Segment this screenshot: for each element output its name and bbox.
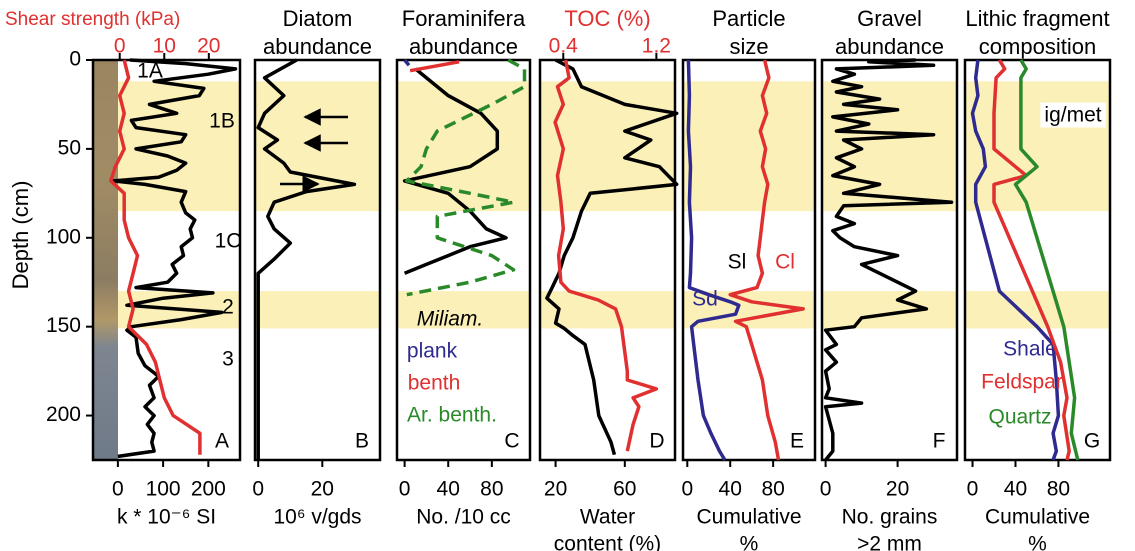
x-axis-label: 10⁶ v/gds xyxy=(273,506,361,529)
panel-title: Gravel xyxy=(857,6,922,31)
x2-axis-label: TOC (%) xyxy=(564,6,650,31)
x-tick-label: 80 xyxy=(1047,478,1070,501)
x-tick-label: 100 xyxy=(146,478,181,501)
x-tick-label: 0 xyxy=(681,478,693,501)
y-tick-label: 150 xyxy=(46,314,81,337)
x-axis-label: Cumulative xyxy=(696,506,801,529)
x-axis-label: k * 10⁻⁶ SI xyxy=(117,506,216,529)
panel-letter: F xyxy=(933,430,946,453)
x-tick-label: 80 xyxy=(761,478,784,501)
x-tick-label: 0 xyxy=(399,478,411,501)
core-image xyxy=(93,60,118,460)
panel-title: abundance xyxy=(263,34,372,59)
series-label: Feldspar xyxy=(981,371,1063,394)
x-tick-label: 20 xyxy=(311,478,334,501)
x-axis-label: No. grains xyxy=(842,506,938,529)
x-axis-label: content (%) xyxy=(554,533,661,551)
profile-line xyxy=(410,62,459,71)
x-axis-label: % xyxy=(1028,533,1047,551)
panel-title: Foraminifera xyxy=(402,6,526,31)
x-tick-label: 40 xyxy=(437,478,460,501)
shaded-interval xyxy=(683,81,815,211)
x-tick-label: 20 xyxy=(544,478,567,501)
x-tick-label: 80 xyxy=(480,478,503,501)
series-label: benth xyxy=(408,372,461,395)
x-tick-label: 0 xyxy=(252,478,264,501)
x-axis-label: Water xyxy=(580,506,635,529)
x-tick-label: 20 xyxy=(886,478,909,501)
panel-letter: C xyxy=(504,430,519,453)
x-axis-label: Cumulative xyxy=(985,506,1090,529)
series-label: Cl xyxy=(775,251,795,274)
annotation: 1A xyxy=(137,60,163,83)
y-tick-label: 200 xyxy=(46,403,81,426)
panel-title: abundance xyxy=(409,34,518,59)
annotation: 3 xyxy=(222,348,234,371)
x-axis-label: >2 mm xyxy=(857,533,922,551)
panel-title: composition xyxy=(979,34,1096,59)
x-tick-label: 60 xyxy=(613,478,636,501)
x2-tick-label: 0 xyxy=(114,35,126,58)
x-tick-label: 0 xyxy=(112,478,124,501)
panel-title: Particle xyxy=(712,6,785,31)
x-tick-label: 40 xyxy=(1004,478,1027,501)
series-label: Sd xyxy=(692,288,718,311)
series-label: plank xyxy=(407,340,458,363)
series-label: Miliam. xyxy=(417,308,484,331)
annotation: 1C xyxy=(215,230,242,253)
series-label: Shale xyxy=(1003,338,1057,361)
shaded-interval xyxy=(255,291,380,328)
shaded-interval xyxy=(965,81,1110,211)
shaded-interval xyxy=(965,291,1110,328)
x-tick-label: 0 xyxy=(967,478,979,501)
y-tick-label: 0 xyxy=(69,48,81,71)
annotation: Sl xyxy=(728,251,747,274)
panel-letter: A xyxy=(215,430,229,453)
x-tick-label: 0 xyxy=(820,478,832,501)
x-axis-label: % xyxy=(740,533,759,551)
y-axis-label: Depth (cm) xyxy=(8,181,33,290)
shaded-interval xyxy=(822,81,957,211)
panel-title: abundance xyxy=(835,34,944,59)
annotation: 1B xyxy=(209,110,235,133)
x2-tick-label: 10 xyxy=(153,35,176,58)
series-label: Ar. benth. xyxy=(407,404,497,427)
y-tick-label: 50 xyxy=(58,136,81,159)
panel-letter: G xyxy=(1084,430,1100,453)
x-tick-label: 200 xyxy=(191,478,226,501)
x2-tick-label: 1.2 xyxy=(642,35,671,58)
y-tick-label: 100 xyxy=(46,225,81,248)
panel-letter: E xyxy=(790,430,804,453)
figure: 050100150200Depth (cm)0100200k * 10⁻⁶ SI… xyxy=(0,0,1135,551)
panel-title: size xyxy=(729,34,768,59)
panel-letter: D xyxy=(649,430,664,453)
x-axis-label: No. /10 cc xyxy=(416,506,511,529)
annotation: 2 xyxy=(222,296,234,319)
series-label: Quartz xyxy=(988,406,1051,429)
panel-title: Diatom xyxy=(283,6,353,31)
x2-axis-label: Shear strength (kPa) xyxy=(5,9,180,30)
x2-tick-label: 20 xyxy=(197,35,220,58)
x2-tick-label: 0.4 xyxy=(549,35,579,58)
x-tick-label: 40 xyxy=(719,478,742,501)
annotation: ig/met xyxy=(1044,104,1101,127)
panel-title: Lithic fragment xyxy=(965,6,1109,31)
shaded-interval xyxy=(822,291,957,328)
panel-letter: B xyxy=(355,430,369,453)
